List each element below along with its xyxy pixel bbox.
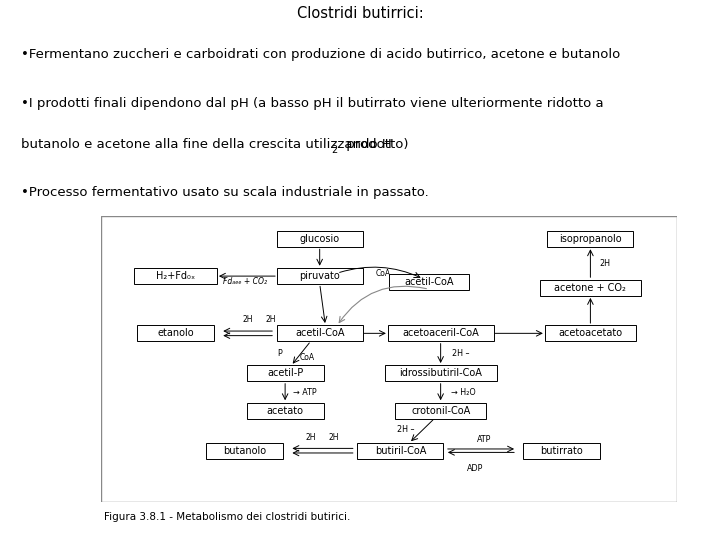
FancyBboxPatch shape: [544, 325, 636, 341]
FancyBboxPatch shape: [357, 443, 444, 458]
Text: 2H: 2H: [266, 315, 276, 324]
Text: CoA: CoA: [300, 353, 315, 362]
Text: 2H: 2H: [599, 259, 611, 268]
Text: 2: 2: [331, 145, 338, 155]
Text: isopropanolo: isopropanolo: [559, 234, 621, 244]
Text: butirrato: butirrato: [540, 446, 583, 456]
Text: acetato: acetato: [266, 406, 304, 416]
Text: 2H: 2H: [329, 433, 339, 442]
FancyBboxPatch shape: [384, 366, 497, 381]
FancyBboxPatch shape: [540, 280, 641, 295]
Text: acetil-CoA: acetil-CoA: [405, 277, 454, 287]
Text: butanolo e acetone alla fine della crescita utilizzando H: butanolo e acetone alla fine della cresc…: [22, 138, 392, 151]
FancyBboxPatch shape: [395, 403, 487, 418]
Text: 2H: 2H: [306, 433, 316, 442]
Text: acetil-P: acetil-P: [267, 368, 303, 379]
Text: butanolo: butanolo: [223, 446, 266, 456]
FancyBboxPatch shape: [134, 268, 217, 284]
Text: •I prodotti finali dipendono dal pH (a basso pH il butirrato viene ulteriormente: •I prodotti finali dipendono dal pH (a b…: [22, 97, 604, 110]
Text: → ATP: → ATP: [294, 388, 317, 396]
Text: P: P: [277, 349, 282, 358]
Text: H₂+Fd₀ₓ: H₂+Fd₀ₓ: [156, 271, 195, 281]
FancyBboxPatch shape: [276, 231, 363, 247]
Text: 2H –: 2H –: [452, 349, 469, 358]
Text: piruvato: piruvato: [300, 271, 340, 281]
Text: etanolo: etanolo: [158, 328, 194, 339]
Text: •Fermentano zuccheri e carboidrati con produzione di acido butirrico, acetone e : •Fermentano zuccheri e carboidrati con p…: [22, 48, 621, 60]
Text: Clostridi butirrici:: Clostridi butirrici:: [297, 6, 423, 22]
Text: acetil-CoA: acetil-CoA: [295, 328, 344, 339]
Text: acetone + CO₂: acetone + CO₂: [554, 282, 626, 293]
FancyBboxPatch shape: [276, 268, 363, 284]
FancyBboxPatch shape: [137, 325, 215, 341]
Text: 2H –: 2H –: [397, 425, 415, 434]
FancyBboxPatch shape: [547, 231, 634, 247]
Text: 2H: 2H: [243, 315, 253, 324]
FancyBboxPatch shape: [523, 443, 600, 458]
Text: acetoacetato: acetoacetato: [558, 328, 623, 339]
FancyBboxPatch shape: [387, 325, 494, 341]
Text: glucosio: glucosio: [300, 234, 340, 244]
FancyBboxPatch shape: [276, 325, 363, 341]
FancyBboxPatch shape: [246, 366, 324, 381]
Text: prodotto): prodotto): [341, 138, 408, 151]
Text: Figura 3.8.1 - Metabolismo dei clostridi butirici.: Figura 3.8.1 - Metabolismo dei clostridi…: [104, 512, 351, 522]
Text: → H₂O: → H₂O: [451, 388, 476, 396]
Text: crotonil-CoA: crotonil-CoA: [411, 406, 470, 416]
Text: Fdₐₑₑ + CO₂: Fdₐₑₑ + CO₂: [222, 277, 267, 286]
Text: CoA: CoA: [375, 269, 391, 278]
FancyBboxPatch shape: [389, 274, 469, 290]
Text: ATP: ATP: [477, 435, 491, 443]
Text: butiril-CoA: butiril-CoA: [374, 446, 426, 456]
FancyBboxPatch shape: [206, 443, 284, 458]
Text: idrossibutiril-CoA: idrossibutiril-CoA: [399, 368, 482, 379]
FancyBboxPatch shape: [246, 403, 324, 418]
Text: acetoaceril-CoA: acetoaceril-CoA: [402, 328, 479, 339]
Text: •Processo fermentativo usato su scala industriale in passato.: •Processo fermentativo usato su scala in…: [22, 186, 429, 199]
Text: ADP: ADP: [467, 463, 483, 472]
